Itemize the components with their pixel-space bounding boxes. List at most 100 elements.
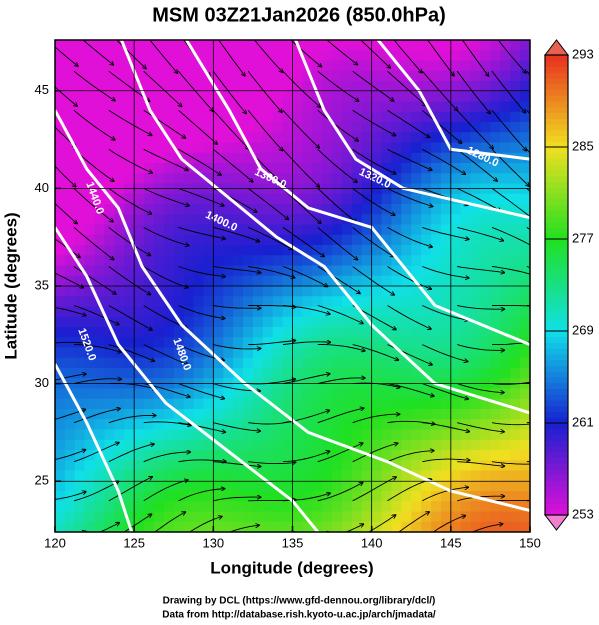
field-cell	[510, 122, 521, 133]
field-cell	[351, 480, 363, 492]
field-cell	[312, 501, 323, 513]
field-cell	[203, 132, 214, 144]
field-cell	[193, 388, 205, 400]
field-cell	[490, 234, 501, 246]
field-cell	[490, 214, 501, 226]
field-cell	[74, 521, 86, 532]
field-cell	[104, 224, 115, 236]
field-cell	[421, 275, 432, 287]
field-cell	[55, 275, 66, 287]
field-cell	[292, 450, 303, 461]
field-cell	[322, 255, 333, 267]
field-cell	[144, 245, 155, 256]
field-cell	[411, 101, 422, 113]
field-cell	[391, 214, 402, 226]
field-cell	[421, 265, 432, 277]
field-cell	[361, 511, 373, 523]
field-cell	[203, 265, 214, 277]
field-cell	[341, 193, 353, 205]
field-cell	[64, 163, 76, 174]
field-cell	[421, 81, 432, 92]
field-cell	[421, 521, 432, 532]
colorbar-cell	[545, 198, 568, 205]
colorbar-tick-label: 261	[572, 414, 594, 429]
field-cell	[84, 357, 96, 369]
field-cell	[440, 142, 452, 154]
y-tick-label: 40	[35, 180, 49, 195]
streamline	[55, 202, 77, 223]
field-cell	[391, 439, 402, 451]
field-cell	[520, 450, 530, 461]
field-cell	[322, 163, 333, 174]
field-cell	[272, 81, 284, 92]
field-cell	[84, 50, 96, 62]
field-cell	[351, 224, 363, 236]
colorbar-cell	[545, 451, 568, 458]
field-cell	[233, 214, 244, 226]
field-cell	[401, 255, 412, 267]
field-cell	[371, 193, 383, 205]
field-cell	[55, 132, 66, 144]
field-cell	[470, 265, 482, 277]
field-cell	[163, 111, 175, 123]
field-cell	[223, 50, 234, 62]
field-cell	[332, 204, 343, 215]
streamline	[178, 383, 225, 399]
field-cell	[282, 275, 294, 287]
field-cell	[173, 70, 185, 82]
field-cell	[153, 398, 165, 410]
field-cell	[411, 480, 422, 492]
field-cell	[351, 50, 363, 62]
field-cell	[292, 511, 303, 523]
field-cell	[134, 163, 145, 174]
field-cell	[302, 193, 313, 205]
field-cell	[391, 60, 402, 72]
field-cell	[520, 388, 530, 400]
field-cell	[134, 327, 145, 338]
field-cell	[262, 368, 274, 379]
field-cell	[55, 450, 66, 461]
field-cell	[440, 296, 452, 308]
field-cell	[450, 214, 462, 226]
field-cell	[361, 265, 373, 277]
field-cell	[361, 163, 373, 174]
field-cell	[520, 521, 530, 532]
field-cell	[332, 173, 343, 185]
field-cell	[490, 142, 501, 154]
colorbar-cell	[545, 296, 568, 303]
field-cell	[252, 275, 264, 287]
field-cell	[480, 337, 492, 349]
field-cell	[173, 439, 185, 451]
field-cell	[322, 234, 333, 246]
field-cell	[341, 306, 353, 318]
field-cell	[332, 234, 343, 246]
field-cell	[440, 122, 452, 133]
field-cell	[272, 419, 284, 431]
field-cell	[223, 439, 234, 451]
colorbar-cell	[545, 89, 568, 96]
field-cell	[203, 296, 214, 308]
field-cell	[421, 193, 432, 205]
field-cell	[440, 111, 452, 123]
field-cell	[490, 265, 501, 277]
field-cell	[302, 306, 313, 318]
field-cell	[421, 91, 432, 103]
field-cell	[341, 132, 353, 144]
field-cell	[144, 327, 155, 338]
field-cell	[94, 501, 106, 513]
field-cell	[411, 357, 422, 369]
y-tick-label: 30	[35, 375, 49, 390]
field-cell	[163, 152, 175, 164]
streamline	[317, 378, 365, 385]
field-cell	[480, 234, 492, 246]
field-cell	[312, 40, 323, 51]
field-cell	[480, 368, 492, 379]
field-cell	[193, 111, 205, 123]
x-tick-label: 135	[282, 535, 304, 550]
field-cell	[153, 40, 165, 51]
field-cell	[391, 491, 402, 502]
field-cell	[193, 204, 205, 215]
field-cell	[302, 255, 313, 267]
streamline	[143, 148, 188, 170]
field-cell	[510, 60, 521, 72]
